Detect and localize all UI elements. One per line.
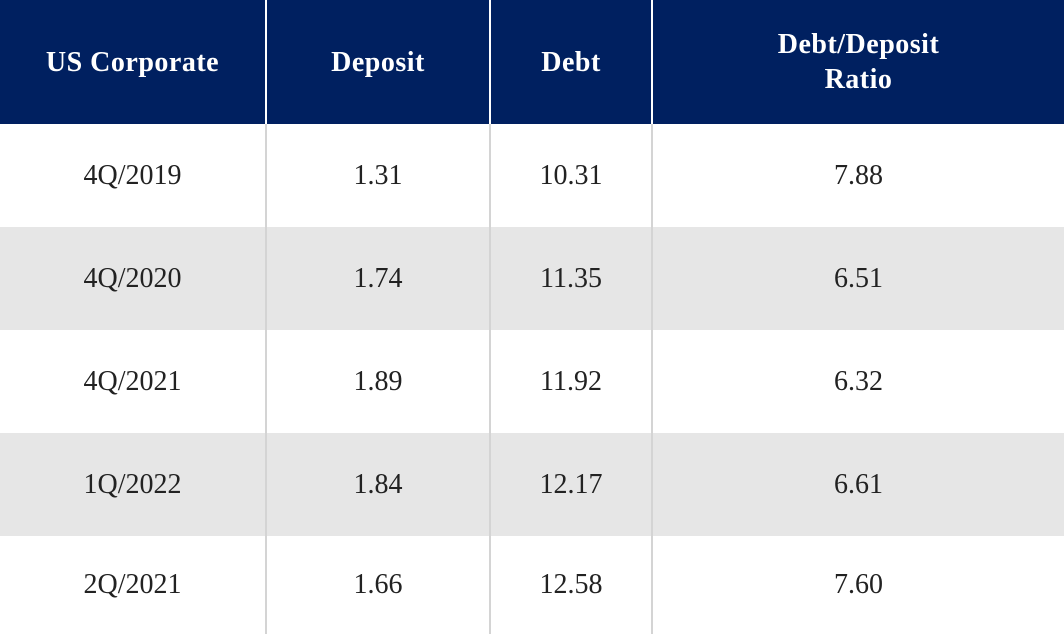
body-cell-text: 1.31 (353, 159, 403, 191)
header-cell: Debt/Deposit Ratio (653, 0, 1064, 124)
body-cell-text: 7.60 (834, 569, 883, 600)
body-cell: 1Q/2022 (0, 433, 265, 536)
body-cell: 1.74 (267, 227, 489, 330)
body-cell: 1.66 (267, 536, 489, 634)
header-cell: Deposit (267, 0, 489, 124)
header-cell-text: Deposit (331, 46, 425, 78)
body-cell: 1.31 (267, 124, 489, 227)
header-cell-text: US Corporate (45, 46, 220, 78)
body-cell-text: 1Q/2022 (83, 468, 182, 500)
body-cell-text: 4Q/2019 (83, 159, 182, 191)
body-cell-text: 1.84 (353, 468, 403, 500)
body-cell-text: 1.66 (353, 569, 403, 600)
body-cell: 2Q/2021 (0, 536, 265, 634)
body-cell-text: 6.61 (834, 468, 883, 500)
body-cell: 1.84 (267, 433, 489, 536)
body-cell: 6.51 (653, 227, 1064, 330)
body-cell: 12.17 (491, 433, 651, 536)
body-cell: 6.61 (653, 433, 1064, 536)
body-cell-text: 7.88 (834, 159, 883, 191)
body-cell: 6.32 (653, 330, 1064, 433)
header-cell: US Corporate (0, 0, 265, 124)
body-cell-text: 1.89 (353, 365, 403, 397)
body-cell-text: 6.32 (834, 365, 883, 397)
body-cell-text: 11.92 (540, 365, 602, 397)
body-cell-text: 12.58 (539, 569, 603, 600)
body-cell-text: 6.51 (834, 262, 883, 294)
body-cell-text: 4Q/2021 (83, 365, 182, 397)
header-cell-text: Debt/Deposit Ratio (777, 29, 940, 95)
body-cell: 4Q/2019 (0, 124, 265, 227)
body-cell-text: 11.35 (540, 262, 602, 294)
header-cell: Debt (491, 0, 651, 124)
body-cell: 10.31 (491, 124, 651, 227)
body-cell: 4Q/2021 (0, 330, 265, 433)
body-cell: 4Q/2020 (0, 227, 265, 330)
body-cell: 11.35 (491, 227, 651, 330)
body-cell: 7.88 (653, 124, 1064, 227)
body-cell-text: 10.31 (539, 159, 603, 191)
body-cell: 12.58 (491, 536, 651, 634)
body-cell-text: 4Q/2020 (83, 262, 182, 294)
body-cell-text: 1.74 (353, 262, 403, 294)
header-cell-text: Debt (541, 46, 601, 78)
body-cell-text: 12.17 (539, 468, 603, 500)
body-cell-text: 2Q/2021 (83, 569, 182, 600)
body-cell: 1.89 (267, 330, 489, 433)
body-cell: 7.60 (653, 536, 1064, 634)
body-cell: 11.92 (491, 330, 651, 433)
